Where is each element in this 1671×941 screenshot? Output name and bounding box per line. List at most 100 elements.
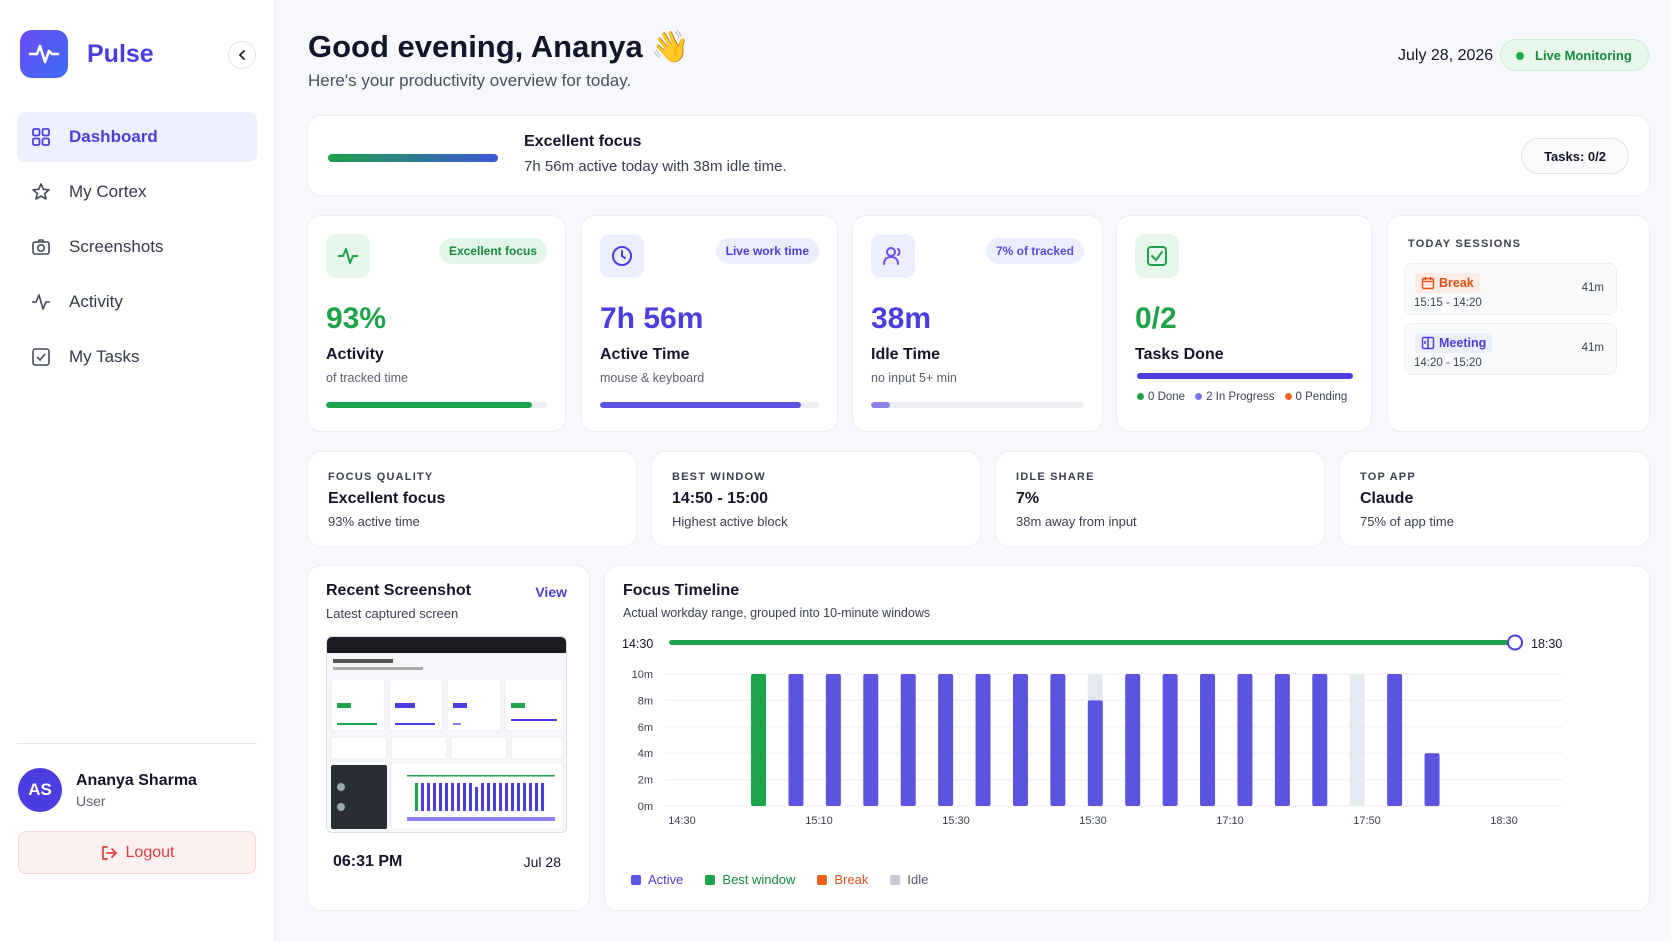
legend-swatch: [705, 874, 716, 885]
y-tick-label: 10m: [632, 669, 653, 681]
x-tick-label: 15:30: [942, 815, 970, 827]
screenshot-thumbnail[interactable]: [326, 636, 567, 833]
chart-legend: Active Best window Break Idle: [631, 872, 928, 887]
focus-banner: Excellent focus 7h 56m active today with…: [307, 115, 1650, 196]
sidebar-item-screenshots[interactable]: Screenshots: [17, 222, 257, 272]
sidebar-item-label: Dashboard: [69, 127, 158, 146]
insight-value: 14:50 - 15:00: [672, 490, 769, 507]
x-tick-label: 15:10: [805, 815, 833, 827]
page-title: Good evening, Ananya 👋: [308, 29, 690, 64]
active-bar: [900, 674, 916, 806]
logout-label: Logout: [125, 843, 175, 861]
active-bar: [1162, 674, 1178, 806]
sidebar-item-my-cortex[interactable]: My Cortex: [17, 167, 257, 217]
stat-card-activity: Excellent focus 93% Activity of tracked …: [307, 215, 566, 432]
idle-time-sub: no input 5+ min: [871, 371, 957, 385]
session-time: 15:15 - 14:20: [1414, 297, 1482, 309]
star-icon: [32, 183, 50, 200]
insight-top-app: TOP APP Claude 75% of app time: [1339, 451, 1650, 547]
focus-gradient-bar: [328, 154, 498, 162]
screenshot-time: 06:31 PM: [333, 853, 403, 870]
session-item[interactable]: Meeting 14:20 - 15:20 41m: [1404, 323, 1617, 375]
legend-break: Break: [817, 872, 868, 887]
collapse-sidebar-button[interactable]: [228, 41, 256, 69]
banner-title: Excellent focus: [524, 133, 642, 150]
chevron-left-icon: [238, 50, 245, 60]
insight-sub: 93% active time: [328, 514, 420, 529]
stat-card-idle-time: 7% of tracked 38m Idle Time no input 5+ …: [852, 215, 1103, 432]
active-time-label: Active Time: [600, 346, 690, 363]
avatar[interactable]: AS: [18, 768, 62, 812]
idle-bar: [1349, 674, 1365, 806]
active-bar: [788, 674, 804, 806]
legend-swatch: [890, 874, 901, 885]
active-bar: [1050, 674, 1066, 806]
idle-time-value: 38m: [871, 302, 932, 335]
status-badge: 7% of tracked: [985, 238, 1084, 264]
session-name: Break: [1439, 276, 1474, 290]
legend-idle: Idle: [890, 872, 928, 887]
camera-icon: [32, 239, 50, 255]
clock-icon: [612, 246, 632, 266]
legend-swatch: [817, 874, 828, 885]
activity-sub: of tracked time: [326, 371, 408, 385]
range-end-label: 18:30: [1531, 637, 1562, 651]
range-slider-handle: [1507, 634, 1523, 651]
sidebar-item-my-tasks[interactable]: My Tasks: [17, 332, 257, 382]
insight-sub: Highest active block: [672, 514, 788, 529]
session-break-label: Break: [1415, 273, 1480, 293]
clock-icon-box: [600, 234, 644, 278]
x-tick-label: 17:10: [1216, 815, 1244, 827]
idle-time-progress: [871, 402, 1084, 408]
insight-label: IDLE SHARE: [1016, 471, 1095, 483]
session-meeting-label: Meeting: [1415, 333, 1493, 353]
session-duration: 41m: [1581, 342, 1604, 354]
range-start-label: 14:30: [622, 637, 653, 651]
focus-timeline-card: Focus Timeline Actual workday range, gro…: [604, 565, 1650, 911]
chart-subtitle: Actual workday range, grouped into 10-mi…: [623, 606, 931, 620]
active-bar: [1387, 674, 1403, 806]
status-badge: Live work time: [715, 238, 819, 264]
legend-in-progress: 2 In Progress: [1195, 391, 1274, 403]
sidebar-nav: Dashboard My Cortex Screenshots Activity…: [17, 112, 257, 387]
session-time: 14:20 - 15:20: [1414, 357, 1482, 369]
screenshot-preview-image: [327, 637, 566, 832]
legend-pending: 0 Pending: [1285, 391, 1348, 403]
logout-button[interactable]: Logout: [18, 831, 256, 874]
insight-label: FOCUS QUALITY: [328, 471, 434, 483]
checkbox-icon: [32, 348, 50, 366]
progress-fill: [326, 402, 532, 408]
user-idle-icon: [883, 247, 901, 265]
pulse-logo[interactable]: [20, 30, 68, 78]
meeting-icon: [1421, 336, 1435, 350]
stat-card-active-time: Live work time 7h 56m Active Time mouse …: [581, 215, 838, 432]
session-duration: 41m: [1581, 282, 1604, 294]
insight-sub: 38m away from input: [1016, 514, 1137, 529]
recent-screenshot-card: Recent Screenshot View Latest captured s…: [307, 565, 590, 911]
tasks-bar: [1137, 373, 1353, 379]
insight-idle-share: IDLE SHARE 7% 38m away from input: [995, 451, 1325, 547]
sidebar-item-activity[interactable]: Activity: [17, 277, 257, 327]
session-item[interactable]: Break 15:15 - 14:20 41m: [1404, 263, 1617, 315]
legend-label: Active: [648, 872, 684, 887]
sessions-title: TODAY SESSIONS: [1408, 238, 1522, 250]
insight-value: Excellent focus: [328, 490, 446, 507]
active-bar: [825, 674, 841, 806]
legend-best-window: Best window: [705, 872, 795, 887]
y-tick-label: 4m: [638, 748, 653, 760]
sidebar-item-label: Screenshots: [69, 237, 164, 256]
view-screenshot-link[interactable]: View: [535, 584, 567, 600]
grid-icon: [32, 128, 50, 146]
progress-fill: [600, 402, 802, 408]
sidebar: Pulse Dashboard My Cortex Screenshots Ac…: [0, 0, 275, 941]
active-bar: [938, 674, 954, 806]
sidebar-item-dashboard[interactable]: Dashboard: [17, 112, 257, 162]
x-tick-label: 15:30: [1079, 815, 1107, 827]
chart-title: Focus Timeline: [623, 582, 740, 599]
tasks-pill[interactable]: Tasks: 0/2: [1521, 138, 1629, 174]
current-date: July 28, 2026: [1398, 47, 1494, 64]
insight-label: TOP APP: [1360, 471, 1416, 483]
active-bar: [1237, 674, 1253, 806]
active-bar: [1274, 674, 1290, 806]
activity-value: 93%: [326, 302, 387, 335]
